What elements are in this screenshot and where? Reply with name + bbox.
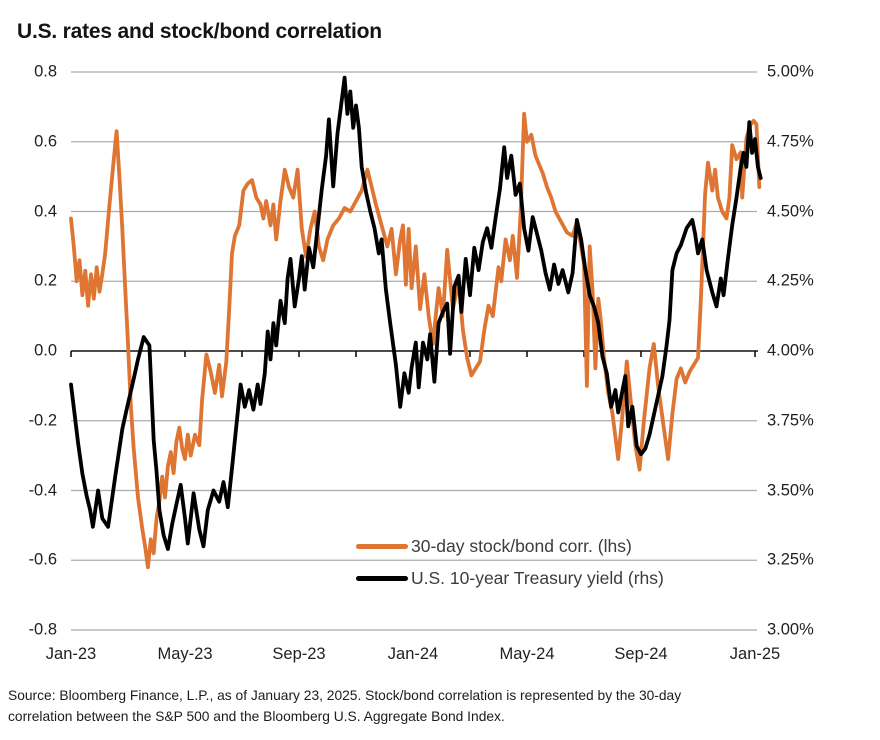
- x-axis-tick-label: May-24: [499, 645, 555, 663]
- x-axis-tick-label: May-23: [157, 645, 213, 663]
- legend-label-yield: U.S. 10-year Treasury yield (rhs): [411, 567, 664, 588]
- yield-line: [69, 75, 763, 551]
- source-line-1: Source: Bloomberg Finance, L.P., as of J…: [8, 688, 682, 703]
- right-axis-tick-label: 3.50%: [767, 481, 814, 499]
- legend-item-yield: U.S. 10-year Treasury yield (rhs): [356, 562, 664, 594]
- right-axis-tick-label: 4.00%: [767, 341, 814, 360]
- right-axis-tick-label: 3.00%: [767, 620, 814, 639]
- right-axis-tick-label: 4.75%: [767, 132, 814, 151]
- legend-label-correlation: 30-day stock/bond corr. (lhs): [411, 535, 632, 556]
- right-axis-tick-label: 4.50%: [767, 202, 814, 220]
- left-axis-tick-label: -0.8: [28, 620, 57, 639]
- right-axis-tick-label: 3.25%: [767, 550, 814, 569]
- left-axis-tick-label: -0.6: [28, 550, 57, 569]
- left-axis-tick-label: -0.4: [28, 481, 57, 499]
- source-line-2: correlation between the S&P 500 and the …: [8, 708, 505, 724]
- right-axis-tick-label: 3.75%: [767, 411, 814, 430]
- left-axis-tick-label: 0.4: [34, 202, 57, 220]
- x-axis-tick-label: Sep-23: [272, 645, 326, 663]
- x-axis-tick-label: Jan-23: [45, 645, 97, 663]
- right-axis-tick-label: 5.00%: [767, 62, 814, 81]
- x-axis-tick-label: Sep-24: [614, 645, 668, 663]
- legend-swatch-correlation-icon: [356, 543, 408, 549]
- legend-swatch-yield-icon: [356, 575, 408, 581]
- right-axis-tick-label: 4.25%: [767, 271, 814, 290]
- chart-legend: 30-day stock/bond corr. (lhs) U.S. 10-ye…: [356, 530, 664, 594]
- correlation-line: [69, 111, 762, 570]
- left-axis-tick-label: 0.2: [34, 271, 57, 290]
- source-note: Source: Bloomberg Finance, L.P., as of J…: [8, 686, 868, 727]
- legend-item-correlation: 30-day stock/bond corr. (lhs): [356, 530, 664, 562]
- page-title: U.S. rates and stock/bond correlation: [17, 20, 382, 43]
- x-axis-tick-label: Jan-24: [387, 645, 439, 663]
- left-axis-tick-label: 0.6: [34, 132, 57, 151]
- left-axis-tick-label: 0.8: [34, 62, 57, 81]
- left-axis-tick-label: -0.2: [28, 411, 57, 430]
- left-axis-tick-label: 0.0: [34, 341, 57, 360]
- x-axis-tick-label: Jan-25: [729, 645, 781, 663]
